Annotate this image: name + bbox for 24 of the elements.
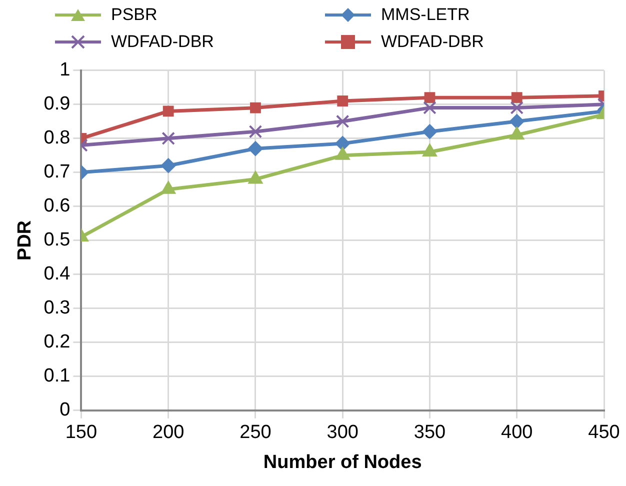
y-tick-label: 0.9	[44, 94, 70, 115]
x-tick-label: 350	[414, 422, 446, 444]
legend-label: WDFAD-DBR	[111, 32, 214, 52]
y-tick-label: 0.6	[44, 196, 70, 217]
x-tick-label: 150	[65, 422, 98, 444]
x-tick-label: 250	[240, 422, 272, 444]
y-tick-label: 0	[60, 400, 70, 421]
legend-label: WDFAD-DBR	[381, 32, 484, 52]
legend-label: MMS-LETR	[381, 5, 470, 25]
x-tick-label: 200	[152, 422, 184, 444]
y-tick-label: 0.3	[44, 298, 70, 319]
x-tick-label: 450	[588, 422, 620, 444]
y-tick-label: 0.4	[44, 264, 71, 285]
y-tick-label: 0.2	[44, 332, 70, 353]
y-tick-label: 0.7	[44, 162, 70, 183]
y-tick-label: 0.1	[44, 366, 70, 387]
x-axis-title: Number of Nodes	[263, 452, 422, 473]
y-tick-label: 1	[60, 60, 70, 81]
x-tick-label: 300	[326, 422, 358, 444]
x-tick-label: 400	[501, 422, 533, 444]
y-tick-label: 0.8	[44, 128, 70, 149]
legend-label: PSBR	[111, 5, 158, 25]
y-axis-title: PDR	[14, 220, 36, 260]
y-tick-label: 0.5	[44, 230, 70, 251]
